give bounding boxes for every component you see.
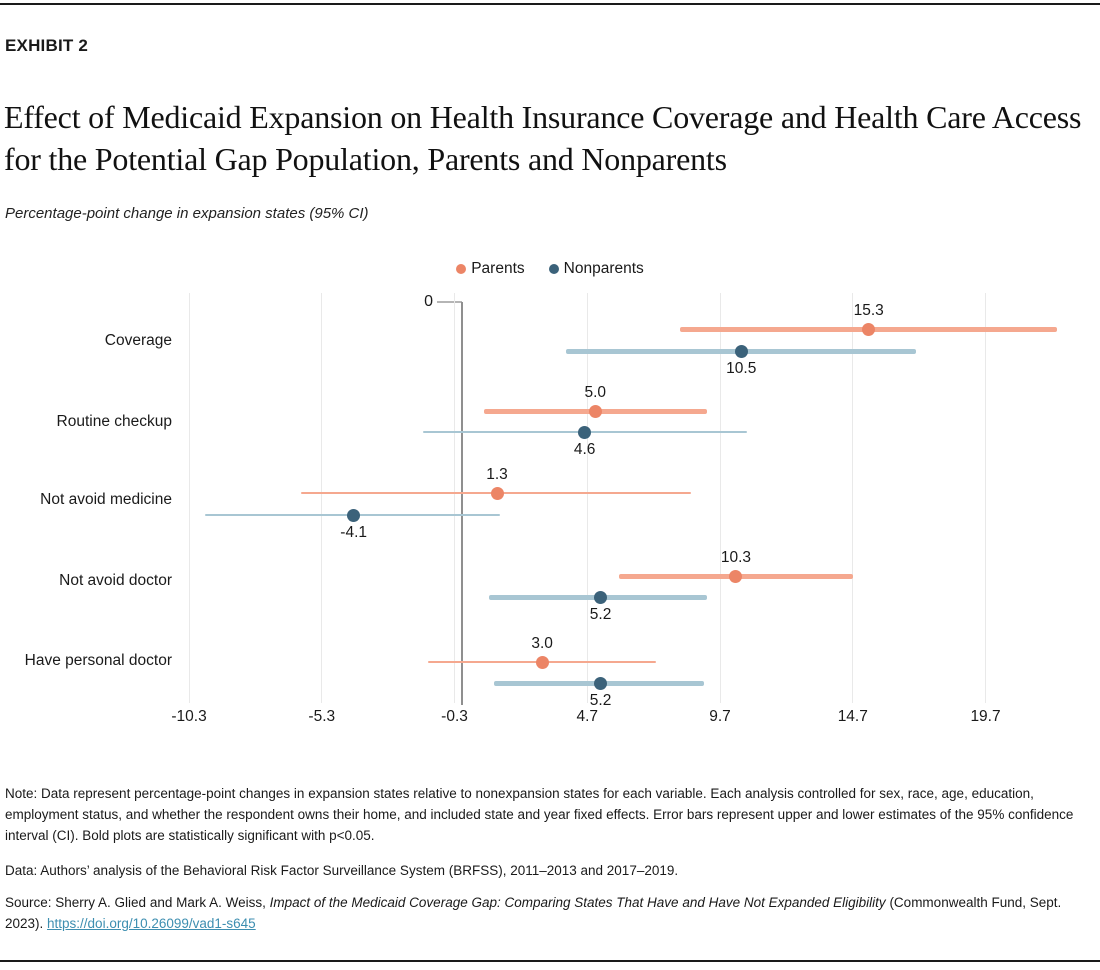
source-title-italic: Impact of the Medicaid Coverage Gap: Com… [269,895,886,910]
gridline [985,293,987,703]
legend-label-parents: Parents [471,260,525,277]
legend-item-nonparents: Nonparents [548,260,644,278]
bottom-rule [0,960,1100,962]
data-point-parents [588,404,602,418]
x-tick-label: 19.7 [970,708,1001,725]
data-point-nonparents [594,676,608,690]
category-label: Routine checkup [56,413,172,430]
note-text: Note: Data represent percentage-point ch… [5,786,1074,843]
data-point-parents [490,486,504,500]
x-tick-label: 9.7 [709,708,731,725]
doi-link[interactable]: https://doi.org/10.26099/vad1-s645 [47,916,256,931]
value-label-parents: 1.3 [486,466,508,483]
value-label-parents: 10.3 [720,549,752,566]
source-prefix: Source: Sherry A. Glied and Mark A. Weis… [5,895,270,910]
x-tick-label: -0.3 [441,708,468,725]
data-point-nonparents [734,344,748,358]
zero-axis-connector [437,301,462,303]
value-label-nonparents: 4.6 [573,441,596,458]
legend-label-nonparents: Nonparents [563,260,644,277]
value-label-nonparents: 10.5 [726,360,757,377]
chart-subtitle: Percentage-point change in expansion sta… [5,205,369,222]
source-suffix: (Commonwealth Fund, Sept. 2023). [5,895,1062,931]
zero-reference-line [461,302,463,705]
legend-item-parents: Parents [456,260,525,278]
source-text: Source: Sherry A. Glied and Mark A. Weis… [5,892,1093,934]
category-label: Coverage [104,332,172,349]
value-label-nonparents: 5.2 [589,606,612,623]
top-rule [0,3,1100,5]
page-title: Effect of Medicaid Expansion on Health I… [4,99,1082,177]
zero-axis-label: 0 [424,293,433,310]
gridline [188,293,190,703]
data-point-nonparents [594,590,608,604]
x-tick-label: -5.3 [308,708,336,725]
data-point-parents [862,322,876,336]
data-source-text: Data: Authors’ analysis of the Behaviora… [5,863,679,878]
data-point-parents [535,655,549,669]
value-label-nonparents: -4.1 [340,524,367,541]
value-label-parents: 3.0 [531,635,553,652]
category-label: Not avoid doctor [59,572,172,589]
gridline [321,293,323,703]
category-label: Not avoid medicine [40,491,172,508]
x-tick-label: -10.3 [171,708,207,725]
gridline [586,293,588,703]
data-point-parents [729,569,743,583]
x-tick-label: 14.7 [837,708,868,725]
nonparents-dot-icon [548,264,559,274]
exhibit-label: EXHIBIT 2 [5,36,89,55]
gridline [852,293,854,703]
data-point-nonparents [578,425,592,439]
parents-dot-icon [456,264,467,274]
gridline [719,293,721,703]
chart-legend: Parents Nonparents [300,259,800,279]
gridline [454,293,456,703]
data-point-nonparents [347,508,361,522]
value-label-parents: 15.3 [853,302,884,319]
category-label: Have personal doctor [24,652,172,669]
value-label-parents: 5.0 [584,384,607,401]
value-label-nonparents: 5.2 [589,692,612,709]
x-tick-label: 4.7 [576,708,599,725]
